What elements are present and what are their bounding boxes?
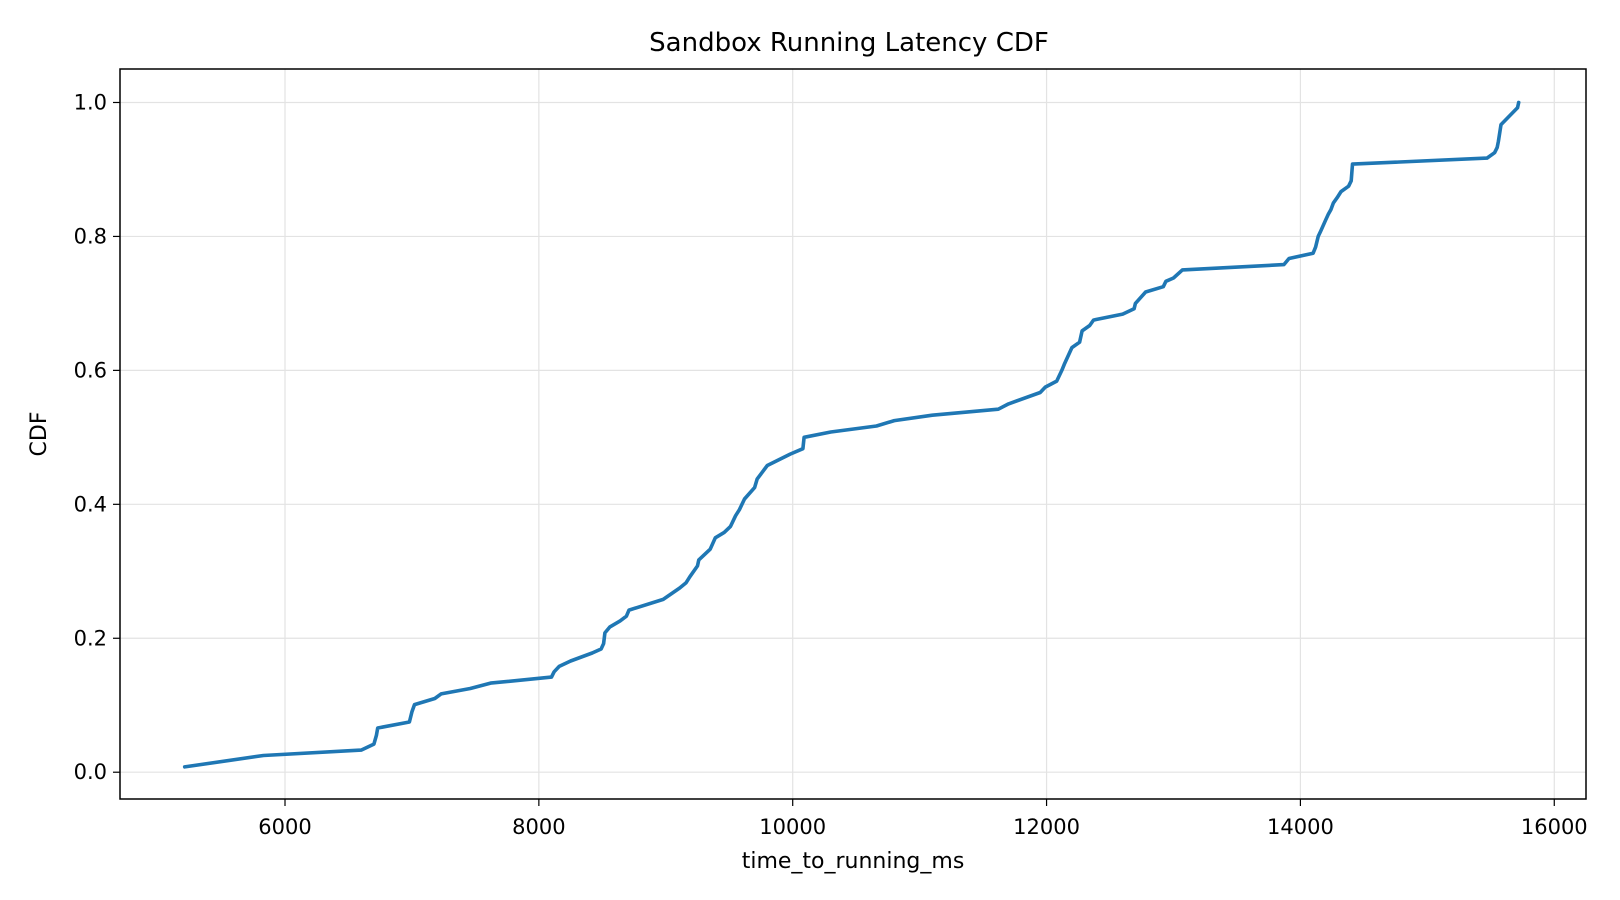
y-axis-label: CDF: [27, 412, 52, 457]
x-axis: 6000 8000 10000 12000 14000 16000: [258, 799, 1588, 839]
x-tick-label: 12000: [1013, 815, 1080, 839]
cdf-series-line: [182, 100, 1521, 769]
x-tick-label: 8000: [512, 815, 565, 839]
x-tick-label: 6000: [258, 815, 311, 839]
x-tick-label: 10000: [759, 815, 826, 839]
y-tick-label: 0.6: [74, 358, 107, 382]
y-tick-label: 0.0: [74, 760, 107, 784]
grid: [120, 69, 1586, 799]
y-tick-label: 0.4: [74, 492, 107, 516]
y-tick-label: 0.8: [74, 224, 107, 248]
x-tick-label: 16000: [1521, 815, 1588, 839]
x-tick-label: 14000: [1267, 815, 1334, 839]
y-tick-label: 1.0: [74, 90, 107, 114]
plot-frame: [119, 68, 1587, 800]
x-axis-label: time_to_running_ms: [742, 849, 965, 874]
chart-title: Sandbox Running Latency CDF: [649, 28, 1049, 58]
y-tick-label: 0.2: [74, 626, 107, 650]
y-axis: 0.0 0.2 0.4 0.6 0.8 1.0: [74, 90, 120, 784]
